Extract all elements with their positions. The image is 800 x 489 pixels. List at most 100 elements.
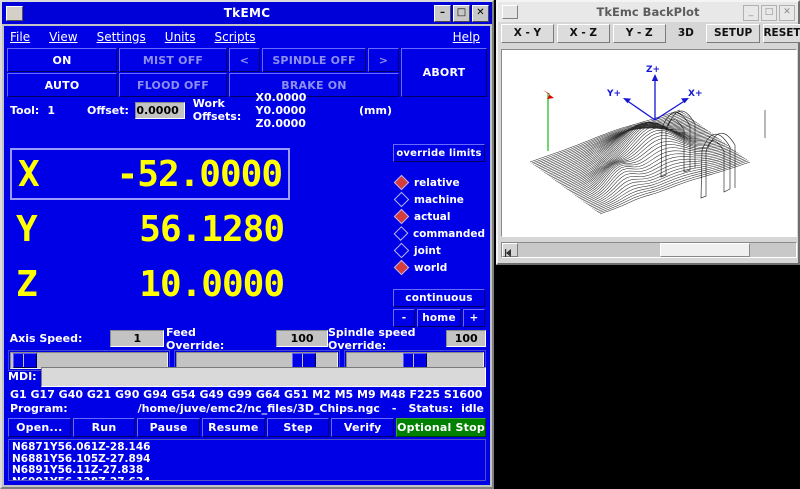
radio-label: relative xyxy=(414,176,460,189)
overrides-section: Axis Speed: 1 Feed Override: 100 Spindle… xyxy=(8,325,486,371)
window-menu-icon[interactable] xyxy=(6,5,23,21)
toolpath-pass xyxy=(547,122,698,175)
flood-toggle-button[interactable]: FLOOD OFF xyxy=(119,73,227,97)
radio-label: commanded xyxy=(412,227,485,240)
reset-button[interactable]: RESET xyxy=(763,23,800,43)
radio-label: joint xyxy=(414,244,441,257)
radio-world[interactable]: world xyxy=(393,259,485,276)
menu-view[interactable]: View xyxy=(49,29,78,44)
brake-toggle-button[interactable]: BRAKE ON xyxy=(229,73,399,97)
verify-button[interactable]: Verify xyxy=(331,418,395,437)
abort-button[interactable]: ABORT xyxy=(401,48,487,97)
step-button[interactable]: Step xyxy=(266,418,330,437)
radio-diamond-icon xyxy=(393,174,410,191)
toolpath-pass xyxy=(571,132,723,194)
spindle-override-slider[interactable] xyxy=(344,350,486,371)
backplot-canvas[interactable]: Z+ Y+ X+ xyxy=(501,49,797,237)
minimize-icon[interactable]: – xyxy=(434,5,451,22)
tool-label: Tool: xyxy=(10,103,40,117)
mdi-input[interactable] xyxy=(40,366,486,387)
active-gcodes-line: G1 G17 G40 G21 G90 G94 G54 G49 G99 G64 G… xyxy=(10,388,483,401)
home-controls: - home + xyxy=(393,309,485,327)
scroll-thumb[interactable] xyxy=(660,243,750,257)
dro-value-x: -52.0000 xyxy=(116,153,283,195)
tool-value: 1 xyxy=(47,103,55,117)
view-3d-button[interactable]: 3D xyxy=(677,27,694,39)
menu-file[interactable]: File xyxy=(10,29,31,44)
backplot-window-title: TkEmc BackPlot xyxy=(596,5,700,19)
close-icon[interactable]: ✕ xyxy=(779,5,795,21)
menu-settings[interactable]: Settings xyxy=(96,29,146,44)
menu-scripts[interactable]: Scripts xyxy=(214,29,256,44)
run-button[interactable]: Run xyxy=(72,418,136,437)
jog-mode-button[interactable]: continuous xyxy=(393,289,485,307)
toolpath-pass xyxy=(596,159,747,212)
radio-label: world xyxy=(414,261,448,274)
toolpath-pass xyxy=(598,160,749,214)
setup-button[interactable]: SETUP xyxy=(706,23,761,43)
backplot-titlebar: TkEmc BackPlot _ □ ✕ xyxy=(498,2,798,22)
view-xy-button[interactable]: X - Y xyxy=(501,23,554,43)
radio-machine[interactable]: machine xyxy=(393,191,485,208)
gcode-line: N6881Y56.105Z-27.894 xyxy=(12,452,151,465)
maximize-icon[interactable]: □ xyxy=(761,5,777,21)
spindle-override-label: Spindle speed Override: xyxy=(328,325,416,352)
window-menu-icon[interactable] xyxy=(502,5,518,19)
axis-label-x: X+ xyxy=(688,89,702,99)
toolpath-pass xyxy=(593,157,744,210)
open-button[interactable]: Open... xyxy=(8,418,71,437)
home-button[interactable]: home xyxy=(417,309,461,327)
resume-button[interactable]: Resume xyxy=(202,418,265,437)
menu-help[interactable]: Help xyxy=(452,29,480,44)
mdi-label: MDI: xyxy=(8,370,37,383)
radio-diamond-icon xyxy=(393,226,409,241)
dro-row-z[interactable]: Z 10.0000 xyxy=(10,258,290,310)
optional-stop-button[interactable]: Optional Stop xyxy=(396,418,486,437)
feed-override-label: Feed Override: xyxy=(166,325,225,352)
dro-row-x[interactable]: X -52.0000 xyxy=(10,148,290,200)
radio-actual[interactable]: actual xyxy=(393,208,485,225)
machine-on-button[interactable]: ON xyxy=(7,48,117,72)
right-control-column: override limits relative machine actual xyxy=(393,144,485,327)
radio-relative[interactable]: relative xyxy=(393,174,485,191)
toolpath-pass xyxy=(559,121,710,185)
toolpath-pass xyxy=(576,141,727,197)
gcode-line: N6871Y56.061Z-28.146 xyxy=(12,441,151,453)
backplot-scrollbar[interactable] xyxy=(501,242,797,258)
view-yz-button[interactable]: Y - Z xyxy=(612,23,666,43)
dro-value-y: 56.1280 xyxy=(139,208,285,250)
spindle-increase-button[interactable]: > xyxy=(368,48,399,72)
mode-auto-button[interactable]: AUTO xyxy=(7,73,117,97)
radio-commanded[interactable]: commanded xyxy=(393,225,485,242)
pause-button[interactable]: Pause xyxy=(137,418,201,437)
jog-plus-button[interactable]: + xyxy=(463,309,485,327)
scroll-left-icon[interactable] xyxy=(502,243,518,257)
minimize-icon[interactable]: _ xyxy=(743,5,759,21)
menu-units[interactable]: Units xyxy=(164,29,196,44)
toolpath-pass xyxy=(582,148,733,202)
backplot-toolbar: X - Y X - Z Y - Z 3D SETUP RESET xyxy=(498,22,800,44)
dro-axis-label-z: Z xyxy=(16,263,38,305)
radio-diamond-icon xyxy=(393,191,410,208)
feed-override-slider[interactable] xyxy=(174,350,340,371)
backplot-plot: Z+ Y+ X+ xyxy=(529,65,766,215)
close-icon[interactable]: ✕ xyxy=(472,5,489,22)
toolpath-pass xyxy=(581,147,732,201)
tkemc-window: TkEMC – □ ✕ File View Settings Units Scr… xyxy=(0,0,494,489)
mist-toggle-button[interactable]: MIST OFF xyxy=(119,48,227,72)
override-limits-button[interactable]: override limits xyxy=(393,144,485,162)
dro-row-y[interactable]: Y 56.1280 xyxy=(10,203,290,255)
jog-minus-button[interactable]: - xyxy=(393,309,415,327)
gcode-listing[interactable]: N6871Y56.061Z-28.146 N6881Y56.105Z-27.89… xyxy=(8,439,486,481)
axis-label-y: Y+ xyxy=(606,89,621,99)
radio-joint[interactable]: joint xyxy=(393,242,485,259)
spindle-toggle-button[interactable]: SPINDLE OFF xyxy=(262,48,366,72)
tool-status-line: Tool: 1 Offset: 0.0000 Work Offsets: X0.… xyxy=(4,91,490,130)
toolpath-pass xyxy=(557,122,709,184)
offset-label: Offset: xyxy=(86,103,129,117)
view-xz-button[interactable]: X - Z xyxy=(556,23,610,43)
control-row-2: AUTO FLOOD OFF BRAKE ON xyxy=(4,72,490,97)
spindle-decrease-button[interactable]: < xyxy=(229,48,260,72)
dro-axis-label-y: Y xyxy=(16,208,38,250)
maximize-icon[interactable]: □ xyxy=(453,5,470,22)
